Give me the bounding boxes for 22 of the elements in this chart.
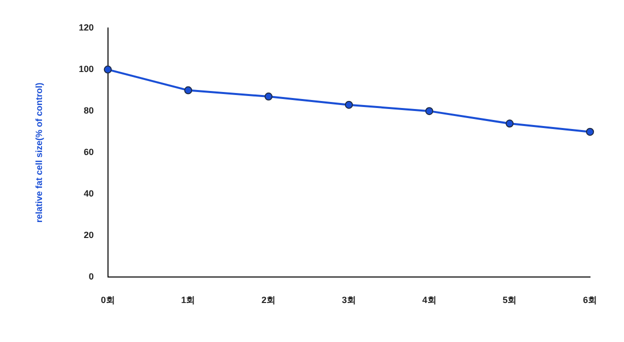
point <box>264 92 273 101</box>
y-tick-label: 80 <box>84 106 94 116</box>
x-tick-label: 0회 <box>100 295 115 306</box>
y-tick-label: 40 <box>84 188 94 199</box>
point <box>506 120 514 128</box>
point <box>586 128 594 136</box>
point <box>344 100 353 109</box>
x-tick-label: 2회 <box>262 295 276 306</box>
y-tick-label: 20 <box>84 230 94 240</box>
x-tick-label: 3회 <box>342 295 356 306</box>
y-tick-label: 0 <box>88 272 94 282</box>
x-tick-label: 6회 <box>582 295 598 306</box>
x-tick-label: 5회 <box>502 295 517 306</box>
y-tick-label: 120 <box>78 22 94 32</box>
x-tick-label: 1회 <box>181 295 196 306</box>
y-tick-label: 60 <box>84 147 94 158</box>
x-tick-label: 4회 <box>422 295 436 306</box>
point <box>184 86 192 94</box>
y-tick-label: 100 <box>78 64 94 74</box>
y-axis-title: relative fat cell size(% of control) <box>34 82 44 223</box>
point <box>104 66 112 74</box>
point <box>425 107 434 116</box>
